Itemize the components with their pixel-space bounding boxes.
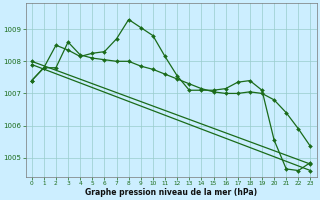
X-axis label: Graphe pression niveau de la mer (hPa): Graphe pression niveau de la mer (hPa) <box>85 188 257 197</box>
